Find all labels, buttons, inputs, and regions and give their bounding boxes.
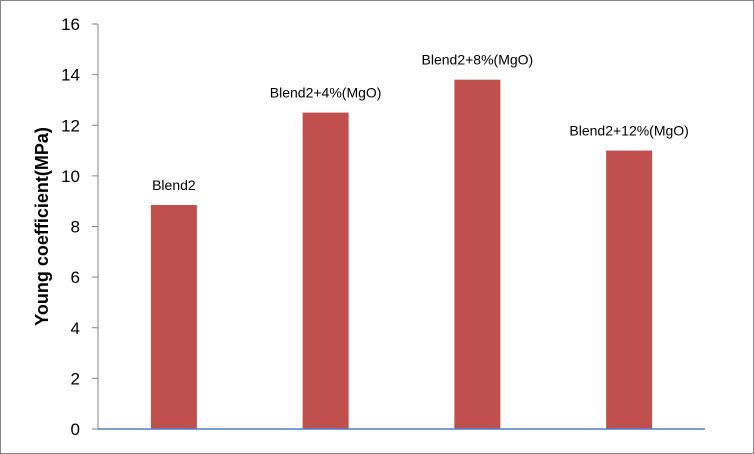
y-tick-label: 16 <box>61 15 80 34</box>
data-label-4: Blend2+12%(MgO) <box>569 123 688 139</box>
y-tick-label: 2 <box>71 369 80 388</box>
y-axis-title: Young coefficient(MPa) <box>32 127 52 326</box>
y-tick-label: 14 <box>61 66 80 85</box>
y-tick-label: 4 <box>71 319 80 338</box>
y-tick-label: 0 <box>71 420 80 439</box>
data-label-2: Blend2+4%(MgO) <box>270 85 382 101</box>
bar-2 <box>302 112 349 429</box>
data-label-1: Blend2 <box>152 177 196 193</box>
y-axis: 0 2 4 6 8 10 12 14 16 <box>61 15 99 439</box>
bar-3 <box>454 79 501 429</box>
bars <box>150 79 653 429</box>
y-tick-label: 6 <box>71 268 80 287</box>
bar-4 <box>606 150 653 429</box>
data-label-3: Blend2+8%(MgO) <box>422 52 534 68</box>
data-labels: Blend2 Blend2+4%(MgO) Blend2+8%(MgO) Blend2… <box>152 52 689 193</box>
y-tick-label: 10 <box>61 167 80 186</box>
y-tick-label: 12 <box>61 116 80 135</box>
bar-1 <box>150 204 197 429</box>
y-tick-label: 8 <box>71 218 80 237</box>
